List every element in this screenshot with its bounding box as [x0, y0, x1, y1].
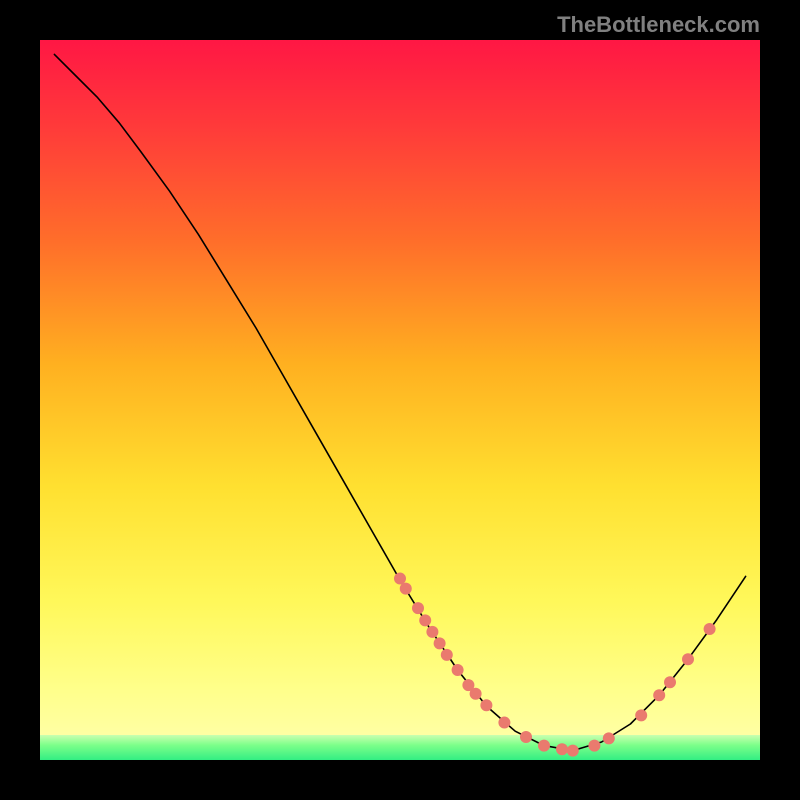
data-point: [400, 583, 412, 595]
data-point: [704, 623, 716, 635]
data-point: [394, 573, 406, 585]
data-point: [603, 732, 615, 744]
data-point: [441, 649, 453, 661]
data-point: [538, 740, 550, 752]
data-point: [635, 709, 647, 721]
watermark-text: TheBottleneck.com: [557, 12, 760, 38]
data-point: [498, 717, 510, 729]
chart-frame: TheBottleneck.com: [0, 0, 800, 800]
marker-group: [394, 573, 716, 757]
data-point: [556, 743, 568, 755]
data-point: [653, 689, 665, 701]
data-point: [419, 614, 431, 626]
plot-area: [40, 40, 760, 760]
data-point: [452, 664, 464, 676]
data-point: [470, 688, 482, 700]
data-point: [434, 637, 446, 649]
data-point: [520, 731, 532, 743]
curve-layer: [40, 40, 760, 760]
bottleneck-curve: [54, 54, 745, 750]
data-point: [588, 740, 600, 752]
data-point: [664, 676, 676, 688]
data-point: [567, 745, 579, 757]
data-point: [426, 626, 438, 638]
data-point: [412, 602, 424, 614]
data-point: [480, 699, 492, 711]
data-point: [682, 653, 694, 665]
